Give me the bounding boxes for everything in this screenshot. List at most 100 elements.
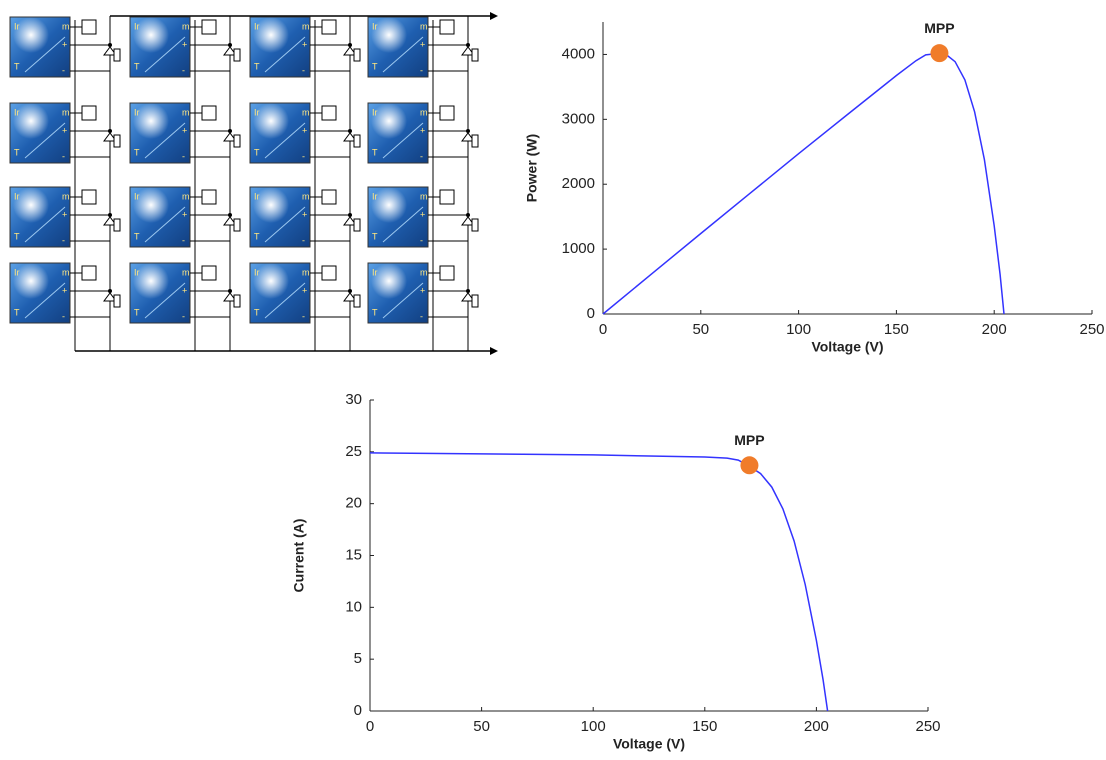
port-label: - [62, 151, 65, 161]
chart: 05010015020025001000200030004000Voltage … [524, 20, 1105, 355]
port-label: m [302, 107, 310, 117]
node [348, 213, 352, 217]
port-label: - [420, 311, 423, 321]
scope-block [322, 190, 336, 204]
x-tick-label: 0 [366, 718, 374, 735]
y-axis-label: Current (A) [291, 519, 307, 593]
scope-block [82, 190, 96, 204]
switch [234, 135, 240, 147]
scope-block [202, 106, 216, 120]
y-tick-label: 4000 [562, 45, 595, 62]
port-label: + [62, 285, 67, 295]
port-label: Ir [14, 191, 20, 201]
switch [354, 295, 360, 307]
port-label: T [254, 231, 260, 241]
x-tick-label: 50 [692, 321, 709, 338]
arrow [490, 347, 498, 355]
port-label: T [254, 307, 260, 317]
port-label: T [372, 147, 378, 157]
port-label: Ir [254, 107, 260, 117]
port-label: m [182, 191, 190, 201]
port-label: + [62, 125, 67, 135]
chart: 050100150200250051015202530Voltage (V)Cu… [291, 391, 941, 752]
port-label: Ir [14, 267, 20, 277]
scope-block [82, 106, 96, 120]
port-label: T [134, 231, 140, 241]
port-label: Ir [14, 21, 20, 31]
y-tick-label: 15 [345, 546, 362, 563]
y-axis-label: Power (W) [524, 134, 540, 202]
y-tick-label: 2000 [562, 175, 595, 192]
port-label: m [182, 107, 190, 117]
x-tick-label: 0 [599, 321, 607, 338]
port-label: - [420, 151, 423, 161]
port-label: T [134, 307, 140, 317]
port-label: m [420, 21, 428, 31]
y-tick-label: 20 [345, 495, 362, 512]
port-label: + [182, 39, 187, 49]
x-tick-label: 200 [982, 321, 1007, 338]
switch [114, 219, 120, 231]
node [228, 43, 232, 47]
x-tick-label: 100 [581, 718, 606, 735]
port-label: - [62, 65, 65, 75]
scope-block [322, 266, 336, 280]
port-label: Ir [134, 267, 140, 277]
switch [114, 49, 120, 61]
port-label: - [302, 311, 305, 321]
port-label: m [62, 107, 70, 117]
switch [472, 295, 478, 307]
x-tick-label: 150 [884, 321, 909, 338]
scope-block [322, 106, 336, 120]
scope-block [202, 20, 216, 34]
port-label: m [420, 191, 428, 201]
node [228, 129, 232, 133]
port-label: - [302, 151, 305, 161]
port-label: + [302, 209, 307, 219]
switch [234, 219, 240, 231]
port-label: m [420, 267, 428, 277]
port-label: Ir [372, 267, 378, 277]
port-label: m [182, 267, 190, 277]
port-label: + [62, 39, 67, 49]
page: Ir m + T - Ir m + T - Ir m + T - Ir m + T - Ir m + T - Ir m + T - Ir m +… [0, 0, 1106, 760]
mpp-marker [930, 44, 948, 62]
port-label: Ir [134, 107, 140, 117]
port-label: Ir [254, 21, 260, 31]
port-label: T [372, 231, 378, 241]
scope-block [82, 20, 96, 34]
data-line [603, 54, 1004, 314]
switch [354, 219, 360, 231]
x-axis-label: Voltage (V) [811, 339, 883, 355]
port-label: m [420, 107, 428, 117]
node [348, 43, 352, 47]
port-label: - [420, 65, 423, 75]
port-label: + [62, 209, 67, 219]
node [108, 43, 112, 47]
port-label: Ir [372, 191, 378, 201]
scope-block [440, 266, 454, 280]
node [108, 289, 112, 293]
node [348, 289, 352, 293]
port-label: + [182, 125, 187, 135]
node [108, 213, 112, 217]
port-label: Ir [254, 267, 260, 277]
port-label: Ir [134, 191, 140, 201]
node [466, 213, 470, 217]
port-label: Ir [134, 21, 140, 31]
x-tick-label: 250 [1079, 321, 1104, 338]
x-axis-label: Voltage (V) [613, 736, 685, 752]
port-label: T [14, 307, 20, 317]
port-label: T [254, 61, 260, 71]
port-label: T [134, 61, 140, 71]
port-label: - [420, 235, 423, 245]
node [466, 129, 470, 133]
port-label: Ir [14, 107, 20, 117]
port-label: Ir [372, 107, 378, 117]
port-label: - [182, 65, 185, 75]
node [108, 129, 112, 133]
data-line [370, 453, 828, 711]
port-label: T [254, 147, 260, 157]
port-label: - [182, 151, 185, 161]
scope-block [82, 266, 96, 280]
